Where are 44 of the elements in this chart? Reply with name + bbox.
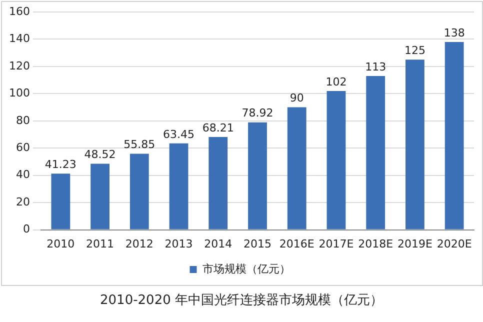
x-tick-label: 2012 <box>125 237 154 250</box>
data-label: 78.92 <box>242 106 274 120</box>
y-tick-label: 120 <box>8 59 30 72</box>
x-tick-label: 2010 <box>46 237 75 250</box>
y-tick-label: 80 <box>16 114 30 127</box>
y-tick-label: 140 <box>8 32 30 46</box>
bar <box>248 122 267 230</box>
y-tick-label: 160 <box>8 4 30 18</box>
x-tick-label: 2019E <box>397 237 432 250</box>
data-label: 55.85 <box>124 138 156 152</box>
x-tick-label: 2020E <box>436 237 472 250</box>
legend-label: 市场规模（亿元） <box>202 262 290 276</box>
data-label: 48.52 <box>84 148 116 162</box>
bar <box>366 76 386 230</box>
data-label: 41.23 <box>44 158 76 172</box>
bar <box>326 90 346 230</box>
x-tick-label: 2011 <box>86 237 114 250</box>
data-label: 90 <box>290 92 304 105</box>
y-tick-label: 40 <box>16 168 30 182</box>
bar <box>287 107 306 230</box>
bar <box>51 174 70 230</box>
data-label: 138 <box>444 26 465 40</box>
data-label: 102 <box>326 75 347 88</box>
y-tick-label: 60 <box>16 140 30 154</box>
data-label: 68.21 <box>202 121 234 134</box>
y-tick-label: 20 <box>16 195 30 208</box>
x-tick-label: 2013 <box>164 237 193 250</box>
x-tick-label: 2016E <box>279 237 314 250</box>
bar <box>169 143 188 230</box>
text: 2010-2020 年中国光纤连接器市场规模（亿元） <box>99 292 384 309</box>
bar <box>90 164 110 230</box>
x-tick-label: 2015 <box>244 237 272 250</box>
data-label: 125 <box>404 44 426 58</box>
x-tick-label: 2017E <box>318 237 354 250</box>
y-tick-label: 100 <box>8 86 30 100</box>
x-tick-label: 2014 <box>204 237 232 250</box>
x-tick-label: 2018E <box>358 237 394 250</box>
data-label: 63.45 <box>163 128 195 141</box>
bar <box>406 60 424 230</box>
bar <box>444 42 464 230</box>
bar <box>130 154 149 230</box>
data-label: 113 <box>365 60 386 74</box>
y-tick-label: 0 <box>22 222 30 236</box>
bar <box>208 136 228 230</box>
